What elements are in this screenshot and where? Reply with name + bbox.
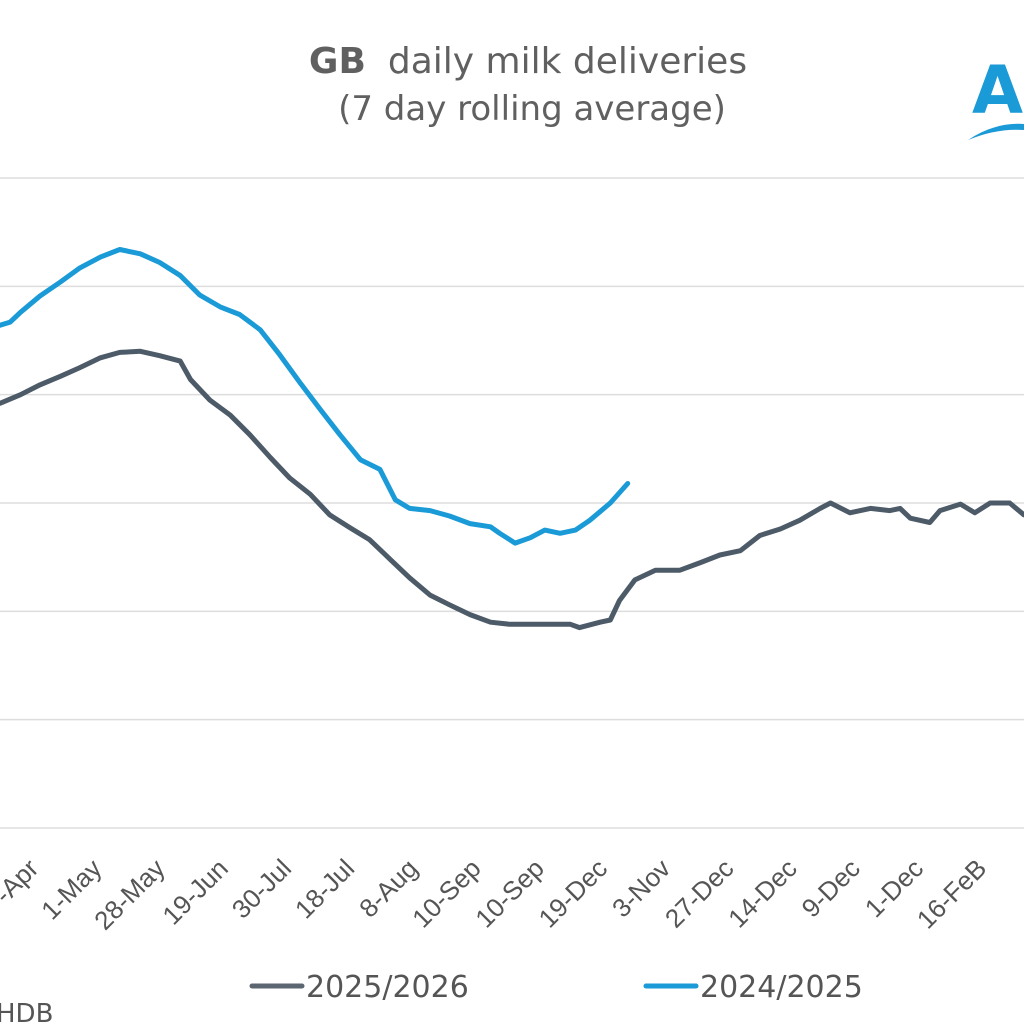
x-tick-label: 30-Jul [226,853,297,924]
logo-swoosh-icon [968,123,1024,140]
legend-label-2025-2026: 2025/2026 [306,970,469,1005]
legend-label-2024-2025: 2024/2025 [700,970,863,1005]
series-line-2025-2026 [0,348,1024,631]
x-tick-label: 19-Jun [156,853,233,930]
source-label: HDB [0,999,53,1024]
x-tick-label: 10-Sep [406,853,486,933]
legend-item-2024-2025[interactable]: 2024/2025 [643,970,863,1005]
x-tick-label: 9-Dec [796,853,866,923]
series-lines [0,247,1024,631]
chart-subtitle: (7 day rolling average) [338,89,726,129]
x-tick-label: 16-FeB [911,853,993,935]
legend-item-2025-2026[interactable]: 2025/2026 [249,970,469,1005]
logo-letter: A [972,52,1023,129]
x-tick-label: 28-May [88,853,171,936]
ahdb-logo: A [968,52,1024,140]
series-line-2024-2025 [0,247,631,546]
chart-title-rest: daily milk deliveries [388,41,747,82]
legend: 2025/2026 2024/2025 [249,970,863,1005]
grid-lines [0,177,1024,829]
x-tick-label: 10-Sep [469,853,549,933]
chart-title-prefix: GB [309,41,366,82]
x-tick-label: 14-Dec [722,853,802,933]
x-tick-label: 18-Jul [289,853,360,924]
chart-title: GB daily milk deliveries [309,41,747,82]
x-tick-label: 27-Dec [659,853,739,933]
x-tick-label: 19-Dec [533,853,613,933]
x-axis-tick-labels: -Apr1-May28-May19-Jun30-Jul18-Jul8-Aug10… [0,853,1024,936]
